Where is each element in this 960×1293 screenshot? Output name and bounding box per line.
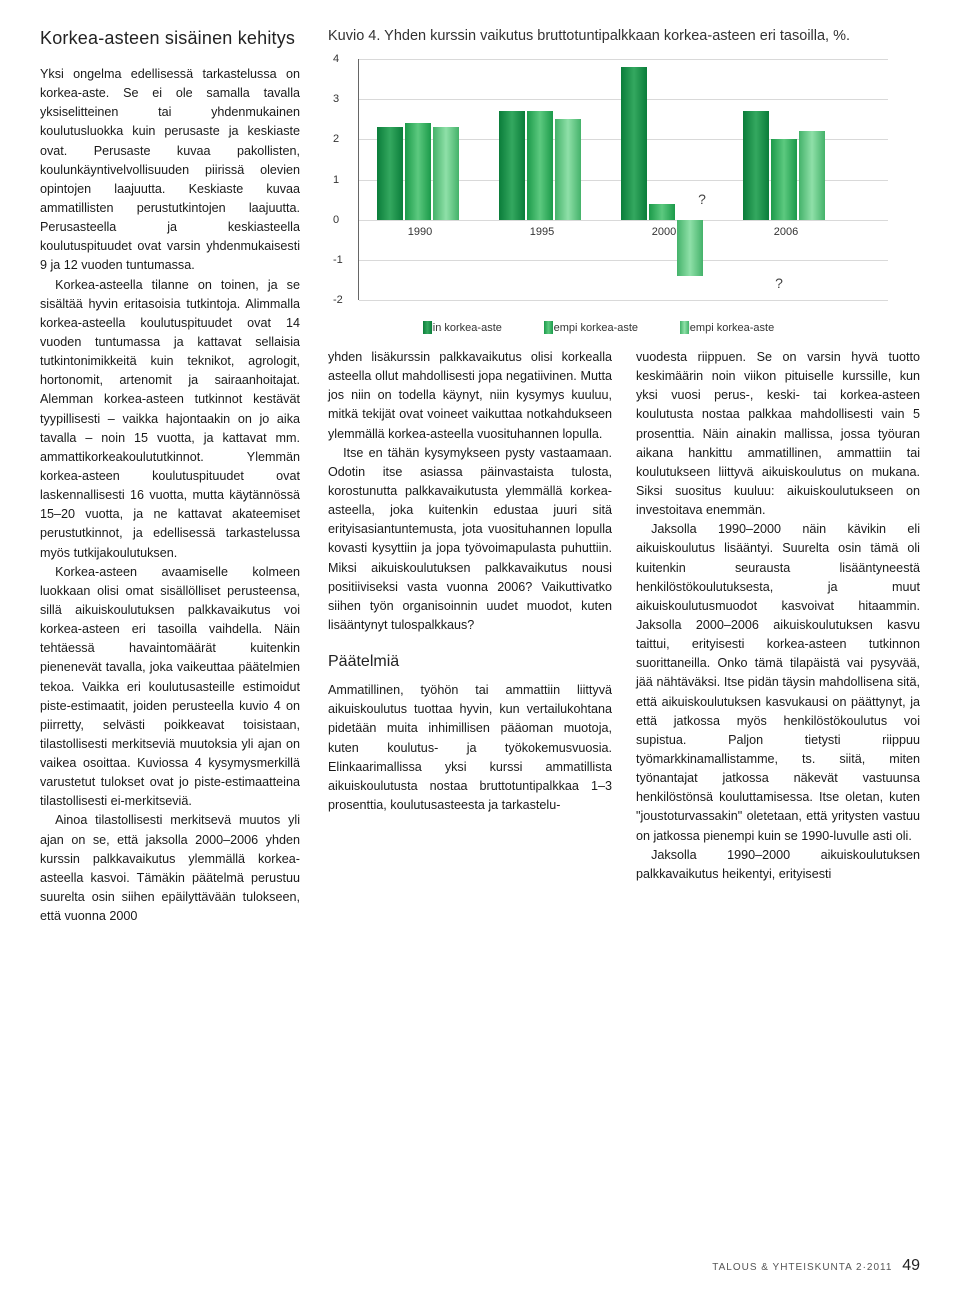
journal-name: TALOUS & YHTEISKUNTA 2·2011 bbox=[712, 1262, 892, 1273]
body-paragraph: Korkea-asteen avaamiselle kolmeen luokka… bbox=[40, 563, 300, 812]
chart-ytick-label: 2 bbox=[333, 133, 339, 145]
body-paragraph: Jaksolla 1990–2000 näin kävikin eli aiku… bbox=[636, 520, 920, 845]
legend-label: Alin korkea-aste bbox=[423, 322, 502, 334]
body-paragraph: Jaksolla 1990–2000 aikuiskoulutuksen pal… bbox=[636, 846, 920, 884]
chart-bar bbox=[677, 220, 703, 276]
chart-xtick-label: 1990 bbox=[408, 226, 432, 238]
chart-xtick-label: 2000 bbox=[652, 226, 676, 238]
chart-ytick-label: 3 bbox=[333, 93, 339, 105]
subheading: Päätelmiä bbox=[328, 653, 612, 671]
right-upper-column: Kuvio 4. Yhden kurssin vaikutus bruttotu… bbox=[328, 28, 920, 926]
chart-bar bbox=[377, 127, 403, 219]
chart-gridline bbox=[359, 300, 888, 301]
legend-swatch-icon bbox=[680, 321, 689, 334]
section-heading: Korkea-asteen sisäinen kehitys bbox=[40, 28, 300, 49]
chart-bar bbox=[743, 111, 769, 219]
chart-xtick-label: 1995 bbox=[530, 226, 554, 238]
body-paragraph: Ainoa tilastollisesti merkitsevä muutos … bbox=[40, 811, 300, 926]
chart-gridline bbox=[359, 59, 888, 60]
chart-xtick-label: 2006 bbox=[774, 226, 798, 238]
legend-item: Alempi korkea-aste bbox=[544, 322, 638, 334]
chart-bar bbox=[799, 131, 825, 219]
chart-title: Kuvio 4. Yhden kurssin vaikutus bruttotu… bbox=[328, 28, 920, 44]
chart-gridline bbox=[359, 220, 888, 221]
chart-bar bbox=[499, 111, 525, 219]
rightmost-column: vuodesta riippuen. Se on varsin hyvä tuo… bbox=[636, 348, 920, 884]
chart-ytick-label: 1 bbox=[333, 174, 339, 186]
body-paragraph: Yksi ongelma edellisessä tarkastelussa o… bbox=[40, 65, 300, 276]
legend-swatch-icon bbox=[423, 321, 432, 334]
body-paragraph: yhden lisäkurssin palkkavaikutus olisi k… bbox=[328, 348, 612, 444]
chart-bar bbox=[527, 111, 553, 219]
chart-bar bbox=[621, 67, 647, 220]
chart-ytick-label: 4 bbox=[333, 53, 339, 65]
legend-label: Alempi korkea-aste bbox=[544, 322, 638, 334]
body-paragraph: Ammatillinen, työhön tai ammattiin liitt… bbox=[328, 681, 612, 815]
body-paragraph: vuodesta riippuen. Se on varsin hyvä tuo… bbox=[636, 348, 920, 520]
chart-bar bbox=[649, 204, 675, 220]
chart-bar bbox=[771, 139, 797, 219]
page-number: 49 bbox=[902, 1257, 920, 1274]
chart-annotation-qmark: ? bbox=[698, 191, 706, 207]
page-footer: TALOUS & YHTEISKUNTA 2·2011 49 bbox=[712, 1257, 920, 1275]
chart-ytick-label: -2 bbox=[333, 294, 343, 306]
chart-bar bbox=[555, 119, 581, 219]
bar-chart: -2 -1 0 1 2 3 4 1990 1995 2000 2006?? Alin korkea-… bbox=[328, 54, 888, 334]
chart-gridline bbox=[359, 260, 888, 261]
legend-item: Ylempi korkea-aste bbox=[680, 322, 774, 334]
legend-label: Ylempi korkea-aste bbox=[680, 322, 774, 334]
body-paragraph: Itse en tähän kysymykseen pysty vastaama… bbox=[328, 444, 612, 635]
chart-ytick-label: 0 bbox=[333, 214, 339, 226]
chart-bar bbox=[405, 123, 431, 219]
middle-column: yhden lisäkurssin palkkavaikutus olisi k… bbox=[328, 348, 612, 884]
left-column: Korkea-asteen sisäinen kehitys Yksi onge… bbox=[40, 28, 300, 926]
chart-ytick-label: -1 bbox=[333, 254, 343, 266]
chart-bar bbox=[433, 127, 459, 219]
chart-legend: Alin korkea-aste Alempi korkea-aste Ylem… bbox=[423, 322, 774, 334]
legend-item: Alin korkea-aste bbox=[423, 322, 502, 334]
chart-annotation-qmark: ? bbox=[775, 275, 783, 291]
body-paragraph: Korkea-asteella tilanne on toinen, ja se… bbox=[40, 276, 300, 563]
legend-swatch-icon bbox=[544, 321, 553, 334]
